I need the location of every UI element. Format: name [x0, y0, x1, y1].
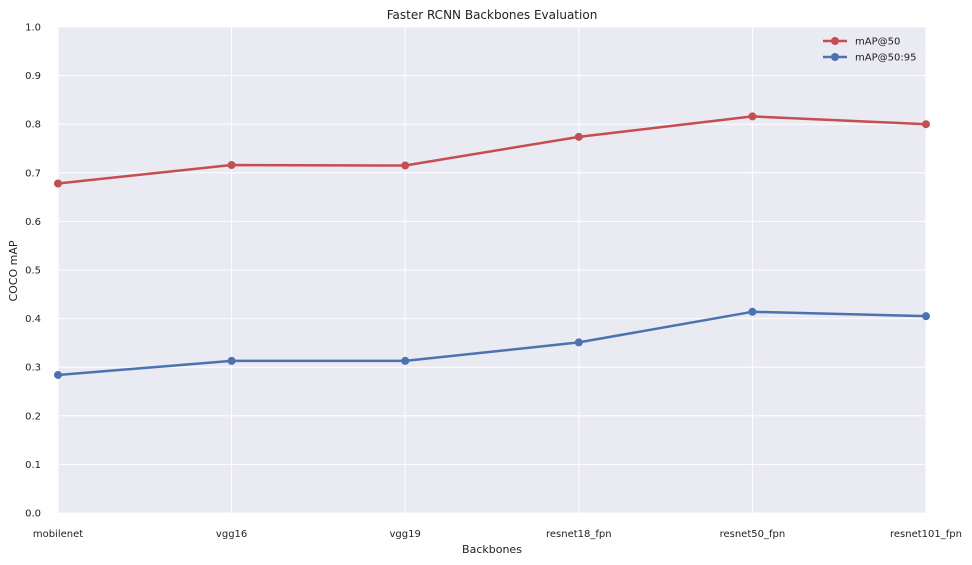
- x-tick-label: resnet50_fpn: [720, 529, 786, 540]
- y-tick-label: 0.3: [25, 363, 41, 374]
- y-tick-label: 0.1: [25, 460, 41, 471]
- y-tick-label: 0.2: [25, 411, 41, 422]
- y-tick-label: 0.8: [25, 120, 41, 131]
- data-point-map-50-95: [922, 312, 930, 321]
- x-tick-label: resnet101_fpn: [890, 529, 962, 540]
- data-point-map-50: [227, 161, 236, 170]
- legend-label-map-50-95: mAP@50:95: [855, 53, 916, 64]
- legend-label-map-50: mAP@50: [855, 37, 900, 48]
- series-line-map-50: [56, 115, 928, 185]
- data-point-map-50-95: [227, 356, 236, 365]
- grid-lines: [57, 26, 927, 514]
- y-axis-ticks: 0.0 0.1 0.2 0.3 0.4 0.5 0.6 0.7 0.8 0.9 1.0: [25, 23, 41, 520]
- x-tick-label: resnet18_fpn: [546, 529, 612, 540]
- data-point-map-50: [574, 132, 583, 141]
- data-point-map-50: [922, 120, 930, 129]
- y-tick-label: 0.7: [25, 168, 41, 179]
- x-axis-ticks: mobilenet vgg16 vgg19 resnet18_fpn resnet50_…: [33, 529, 962, 540]
- data-point-map-50-95: [54, 370, 62, 379]
- y-tick-label: 0.5: [25, 266, 41, 277]
- data-point-map-50: [401, 161, 410, 170]
- x-tick-label: mobilenet: [33, 529, 83, 540]
- series-layer: [54, 112, 930, 379]
- x-tick-label: vgg19: [390, 529, 421, 540]
- y-tick-label: 0.0: [25, 509, 41, 520]
- y-tick-label: 0.9: [25, 71, 41, 82]
- y-tick-label: 1.0: [25, 23, 41, 34]
- data-point-map-50: [54, 179, 62, 188]
- y-tick-label: 0.4: [25, 314, 41, 325]
- legend: mAP@50 mAP@50:95: [823, 37, 916, 64]
- y-axis-label: COCO mAP: [7, 240, 20, 301]
- x-tick-label: vgg16: [216, 529, 247, 540]
- y-tick-label: 0.6: [25, 217, 41, 228]
- x-axis-label: Backbones: [462, 543, 522, 556]
- data-point-map-50-95: [401, 356, 410, 365]
- data-point-map-50-95: [748, 307, 757, 316]
- legend-marker-map-50-95: [831, 53, 839, 61]
- series-line-map-50-95: [56, 310, 928, 377]
- chart-title: Faster RCNN Backbones Evaluation: [387, 8, 598, 22]
- legend-marker-map-50: [831, 37, 839, 45]
- data-point-map-50: [748, 112, 757, 121]
- data-point-map-50-95: [574, 338, 583, 347]
